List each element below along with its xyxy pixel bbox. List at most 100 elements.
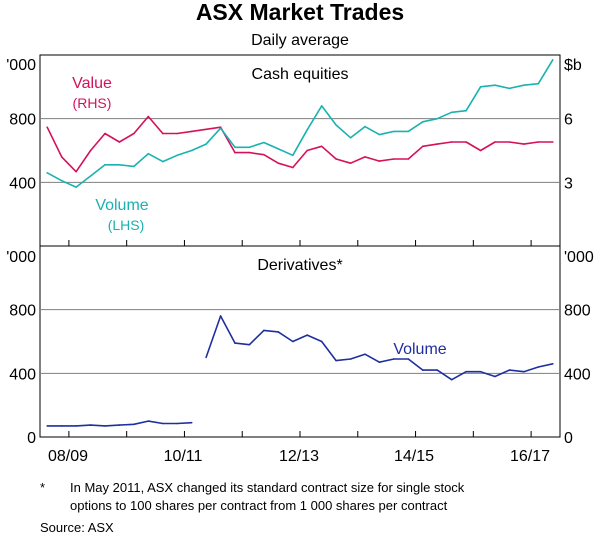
series-cash-value-line-point-2015q4 — [465, 141, 467, 143]
series-cash-value-line-point-2013q1 — [306, 149, 309, 152]
series-cash-volume-line-point-2010q2 — [147, 152, 150, 155]
y-tick-right-deriv-800: 800 — [564, 303, 591, 320]
series-cash-value-line-point-2010q2 — [147, 115, 150, 118]
series-deriv-volume-segment-2-point-2017q1 — [537, 366, 540, 368]
series-deriv-volume-segment-1-point-2011q1 — [190, 421, 193, 424]
bottom-left-unit: '000 — [6, 249, 36, 266]
series-cash-value-line-point-2009q3 — [104, 132, 106, 135]
series-deriv-volume-segment-2-point-2012q2 — [263, 329, 265, 332]
series-deriv-volume-segment-1-point-2010q1 — [133, 423, 135, 426]
series-deriv-volume-segment-2-point-2012q4 — [292, 340, 294, 343]
volume-deriv-series-label: Volume — [393, 341, 446, 358]
series-cash-value-line-point-2009q2 — [89, 149, 92, 152]
series-deriv-volume-segment-2-point-2015q3 — [450, 378, 453, 381]
series-cash-value-line-point-2014q1 — [364, 156, 366, 158]
series-cash-volume-line-point-2010q1 — [133, 165, 135, 168]
series-cash-value-line-point-2015q3 — [450, 141, 453, 143]
top-right-unit: $b — [564, 57, 582, 74]
series-cash-volume-line-point-2009q4 — [118, 164, 121, 166]
series-deriv-volume-segment-1-point-2009q4 — [118, 424, 121, 426]
y-tick-right-cash-3: 3 — [564, 175, 573, 192]
series-cash-volume-line-point-2011q2 — [205, 143, 207, 145]
y-tick-right-deriv-0: 0 — [564, 430, 573, 447]
volume-cash-series-label: Volume — [95, 197, 148, 214]
series-cash-value-line-point-2013q3 — [335, 158, 337, 160]
series-deriv-volume-segment-2-point-2017q2 — [552, 363, 554, 365]
series-cash-volume-line-point-2015q3 — [450, 111, 453, 114]
volume-cash-series-sublabel: (LHS) — [108, 217, 145, 233]
series-deriv-volume-segment-2-point-2011q3 — [219, 315, 222, 317]
series-cash-value-line-point-2014q2 — [378, 160, 381, 162]
series-cash-value-line-point-2013q4 — [349, 162, 352, 164]
series-cash-volume-line-point-2014q1 — [364, 125, 366, 128]
series-deriv-volume-segment-2-point-2013q2 — [320, 340, 323, 343]
series-cash-volume-line-point-2017q1 — [537, 82, 540, 85]
x-tick-label-10-11: 10/11 — [164, 448, 203, 465]
series-cash-volume-line-point-2011q3 — [219, 127, 222, 129]
series-cash-volume-line-point-2012q3 — [277, 148, 280, 150]
series-cash-value-line-point-2011q1 — [190, 130, 193, 133]
series-cash-volume-line-point-2012q4 — [292, 154, 294, 157]
series-deriv-volume-segment-2-point-2011q2 — [205, 356, 207, 359]
series-cash-volume-line-point-2015q2 — [436, 117, 439, 120]
series-cash-value-line-point-2009q1 — [75, 170, 77, 173]
series-cash-volume-line-point-2013q3 — [335, 124, 337, 126]
series-cash-volume-line-point-2013q2 — [320, 105, 323, 107]
series-cash-volume-line — [46, 59, 554, 188]
series-deriv-volume-segment-2-point-2014q1 — [364, 353, 366, 356]
series-cash-value-line-point-2015q2 — [436, 143, 439, 145]
series-deriv-volume-segment-1-point-2009q3 — [104, 425, 106, 427]
x-tick-label-16-17: 16/17 — [510, 448, 550, 465]
series-cash-volume-line-point-2008q3 — [46, 172, 48, 174]
series-cash-value-line-point-2011q2 — [205, 128, 207, 131]
y-tick-right-cash-6: 6 — [564, 112, 573, 129]
y-tick-left-cash-800: 800 — [9, 112, 36, 129]
x-tick-label-12-13: 12/13 — [279, 448, 319, 465]
series-cash-volume-line-point-2013q1 — [306, 129, 309, 131]
series-deriv-volume-segment-2-point-2012q3 — [277, 331, 280, 333]
series-deriv-volume-segment-2-point-2013q3 — [335, 359, 337, 362]
series-cash-volume-line-point-2008q4 — [60, 179, 63, 182]
series-deriv-volume-segment-2-point-2015q1 — [422, 369, 424, 371]
series-cash-value-line-point-2008q3 — [46, 126, 48, 128]
series-cash-volume-line-point-2016q1 — [479, 86, 482, 88]
series-cash-volume-line-point-2016q3 — [508, 87, 511, 90]
series-cash-value-line-point-2015q1 — [422, 145, 424, 148]
y-tick-left-deriv-800: 800 — [9, 303, 36, 320]
series-cash-value-line-point-2012q2 — [263, 153, 265, 156]
x-tick-label-08-09: 08/09 — [48, 448, 88, 465]
panel-title-derivatives: Derivatives* — [257, 257, 342, 274]
series-deriv-volume-segment-2-point-2012q1 — [248, 343, 251, 346]
series-cash-volume-line-point-2014q2 — [378, 133, 381, 136]
series-deriv-volume-segment-1-point-2010q2 — [147, 420, 150, 422]
series-deriv-volume-segment-2-point-2014q3 — [393, 358, 395, 360]
series-cash-volume-line-point-2015q1 — [422, 121, 424, 123]
series-deriv-volume-segment-2-point-2015q2 — [436, 369, 439, 371]
series-cash-value-line-point-2009q4 — [118, 141, 121, 143]
series-deriv-volume-segment-1-point-2010q4 — [176, 422, 178, 425]
series-deriv-volume-segment-2-point-2015q4 — [465, 370, 467, 373]
series-cash-volume-line-point-2011q1 — [190, 149, 193, 152]
y-tick-left-cash-400: 400 — [9, 175, 36, 192]
series-cash-volume-line-point-2014q4 — [407, 130, 410, 133]
y-tick-left-deriv-0: 0 — [27, 430, 36, 447]
series-cash-volume-line-point-2017q2 — [552, 59, 554, 61]
series-deriv-volume-segment-1-point-2008q3 — [46, 425, 48, 427]
y-tick-left-deriv-400: 400 — [9, 366, 36, 383]
series-deriv-volume-segment-2-point-2013q4 — [349, 358, 352, 360]
series-cash-volume-line-point-2014q3 — [393, 130, 395, 133]
series-deriv-volume-segment-2 — [205, 315, 553, 381]
series-cash-volume-line-point-2010q4 — [176, 154, 178, 157]
series-cash-volume-line-point-2009q2 — [89, 175, 92, 177]
series-cash-volume-line-point-2015q4 — [465, 109, 467, 112]
footnote-line-2: options to 100 shares per contract from … — [70, 498, 448, 513]
series-deriv-volume-segment-1-point-2009q2 — [89, 424, 92, 426]
series-cash-value-line-point-2016q3 — [508, 141, 511, 143]
footnote-line-1: In May 2011, ASX changed its standard co… — [70, 480, 465, 495]
series-cash-value-line-point-2017q2 — [552, 141, 554, 143]
series-cash-value-line-point-2010q3 — [162, 132, 164, 135]
source-note: Source: ASX — [40, 520, 114, 535]
series-cash-value-line-point-2012q3 — [277, 162, 280, 164]
series-cash-value-line-point-2011q4 — [234, 151, 236, 154]
series-cash-volume-line-point-2016q4 — [523, 84, 525, 86]
